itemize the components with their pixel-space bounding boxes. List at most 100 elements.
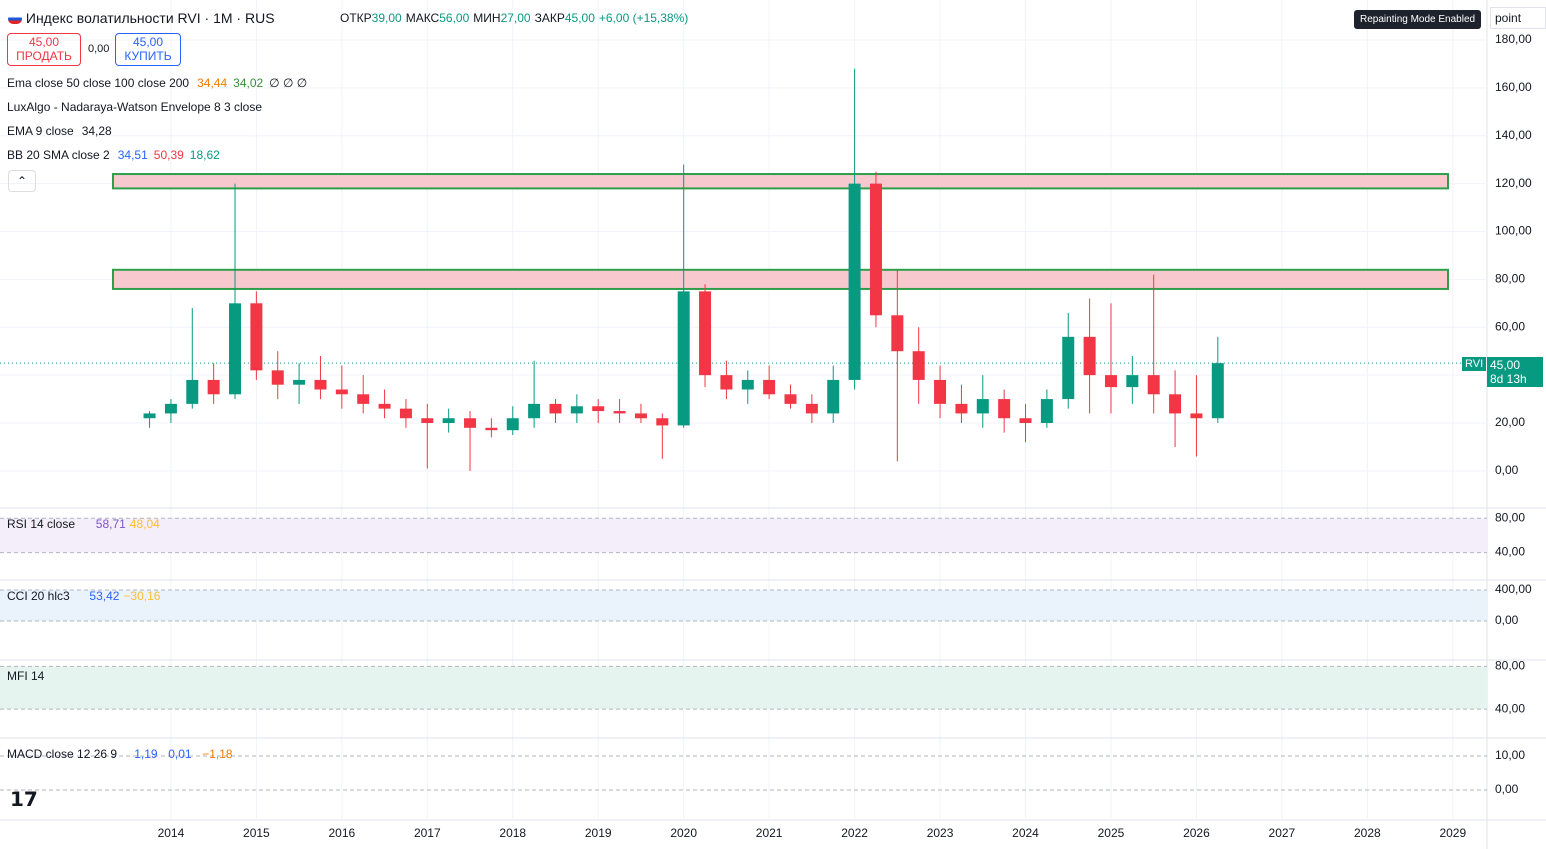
ohlc-label: +6,00 (+15,38%) (598, 11, 689, 25)
candle-body (699, 291, 712, 376)
y-tick-label: 0,00 (1495, 463, 1519, 477)
candle-body (357, 394, 370, 404)
candle-body (955, 403, 968, 414)
ohlc-value: 56,00 (439, 11, 470, 25)
repainting-badge: Repainting Mode Enabled (1354, 10, 1482, 29)
legend-value: 34,02 (233, 76, 264, 90)
panel-title: CCI 20 hlc3 (7, 589, 70, 603)
candle-body (720, 375, 733, 390)
x-tick-label: 2020 (670, 826, 697, 840)
candle-body (271, 370, 284, 385)
ohlc-label: МАКС (405, 11, 440, 25)
panel-title: RSI 14 close (7, 517, 75, 531)
candle-body (592, 406, 605, 412)
candle-body (1126, 375, 1139, 388)
x-tick-label: 2018 (499, 826, 526, 840)
candle-body (442, 418, 455, 424)
panel-value: 48,04 (130, 517, 160, 531)
candle-body (634, 413, 647, 419)
y-tick-label: 60,00 (1495, 319, 1525, 333)
candle-body (1083, 336, 1096, 376)
x-tick-label: 2019 (585, 826, 612, 840)
x-tick-label: 2028 (1354, 826, 1381, 840)
x-tick-label: 2027 (1269, 826, 1296, 840)
candle-body (399, 408, 412, 419)
panel-band (0, 666, 1487, 710)
spread: 0,00 (88, 43, 110, 55)
legend-value: 50,39 (153, 148, 184, 162)
logo: 𝟭𝟳 (10, 789, 38, 811)
sell-label: ПРОДАТЬ (16, 49, 72, 63)
candle-body (485, 427, 498, 431)
sell-price: 45,00 (28, 35, 60, 49)
point-box[interactable]: point (1490, 7, 1546, 29)
y-tick-label: 120,00 (1495, 176, 1532, 190)
candle-body (891, 315, 904, 352)
x-tick-label: 2029 (1439, 826, 1466, 840)
y-tick-label: 80,00 (1495, 510, 1525, 524)
candle-body (250, 303, 263, 371)
candle-body (976, 399, 989, 414)
candle-body (229, 303, 242, 395)
y-tick-label: 160,00 (1495, 80, 1532, 94)
candle-body (207, 379, 220, 395)
ohlc-value: 27,00 (500, 11, 531, 25)
panel-value: −1,18 (202, 747, 233, 761)
collapse-button[interactable]: ⌃ (8, 170, 36, 192)
candle-body (506, 418, 519, 431)
buy-label: КУПИТЬ (124, 49, 172, 63)
legend-name: EMA 9 close (7, 124, 74, 138)
legend-row: BB 20 SMA close 2 34,51 50,39 18,62 (7, 148, 226, 162)
sell-button[interactable]: 45,00 ПРОДАТЬ (7, 33, 81, 66)
candle-body (378, 403, 391, 409)
legend-value: 18,62 (189, 148, 220, 162)
candle-body (784, 394, 797, 404)
candle-body (528, 403, 541, 419)
candle-body (570, 406, 583, 414)
x-tick-label: 2017 (414, 826, 441, 840)
candle-body (805, 403, 818, 414)
ohlc: ОТКР39,00 МАКС56,00 МИН27,00 ЗАКР45,00 +6,00… (340, 11, 688, 25)
panel-value: 0,01 (168, 747, 192, 761)
legend-row: EMA 9 close 34,28 (7, 124, 118, 138)
candle-body (827, 379, 840, 414)
x-tick-label: 2024 (1012, 826, 1039, 840)
legend-row: LuxAlgo - Nadaraya-Watson Envelope 8 3 c… (7, 100, 270, 114)
legend-value: ∅ ∅ ∅ (269, 76, 308, 90)
legend-name: LuxAlgo - Nadaraya-Watson Envelope 8 3 c… (7, 100, 263, 114)
x-tick-label: 2026 (1183, 826, 1210, 840)
candle-body (464, 418, 477, 428)
ohlc-label: МИН (473, 11, 501, 25)
candle-body (1190, 413, 1203, 419)
panel-title: MFI 14 (7, 669, 45, 683)
y-tick-label: 180,00 (1495, 32, 1532, 46)
y-tick-label: 400,00 (1495, 582, 1532, 596)
x-tick-label: 2014 (158, 826, 185, 840)
y-tick-label: 80,00 (1495, 659, 1525, 673)
symbol: Индекс волатильности RVI · 1M · RUS (8, 10, 275, 26)
buy-price: 45,00 (132, 35, 164, 49)
panel-value: −30,16 (123, 589, 160, 603)
legend-value: 34,28 (81, 124, 112, 138)
candle-body (848, 183, 861, 380)
panel-band (0, 518, 1487, 553)
candle-body (741, 379, 754, 390)
candle-body (1211, 363, 1224, 419)
candle-body (314, 379, 327, 390)
candle-body (1169, 394, 1182, 414)
y-tick-label: 40,00 (1495, 701, 1525, 715)
panel-value: 58,71 (96, 517, 126, 531)
buy-button[interactable]: 45,00 КУПИТЬ (115, 33, 181, 66)
candle-body (613, 411, 626, 414)
candle-body (763, 379, 776, 395)
ohlc-value: 39,00 (371, 11, 402, 25)
ticker-label: RVI (1462, 357, 1487, 371)
y-tick-label: 0,00 (1495, 782, 1519, 796)
symbol-title: Индекс волатильности RVI · 1M · RUS (25, 10, 275, 26)
candle-body (934, 379, 947, 404)
countdown: 8d 13h (1490, 372, 1527, 386)
candle-body (164, 403, 177, 414)
legend-value: 34,44 (197, 76, 228, 90)
